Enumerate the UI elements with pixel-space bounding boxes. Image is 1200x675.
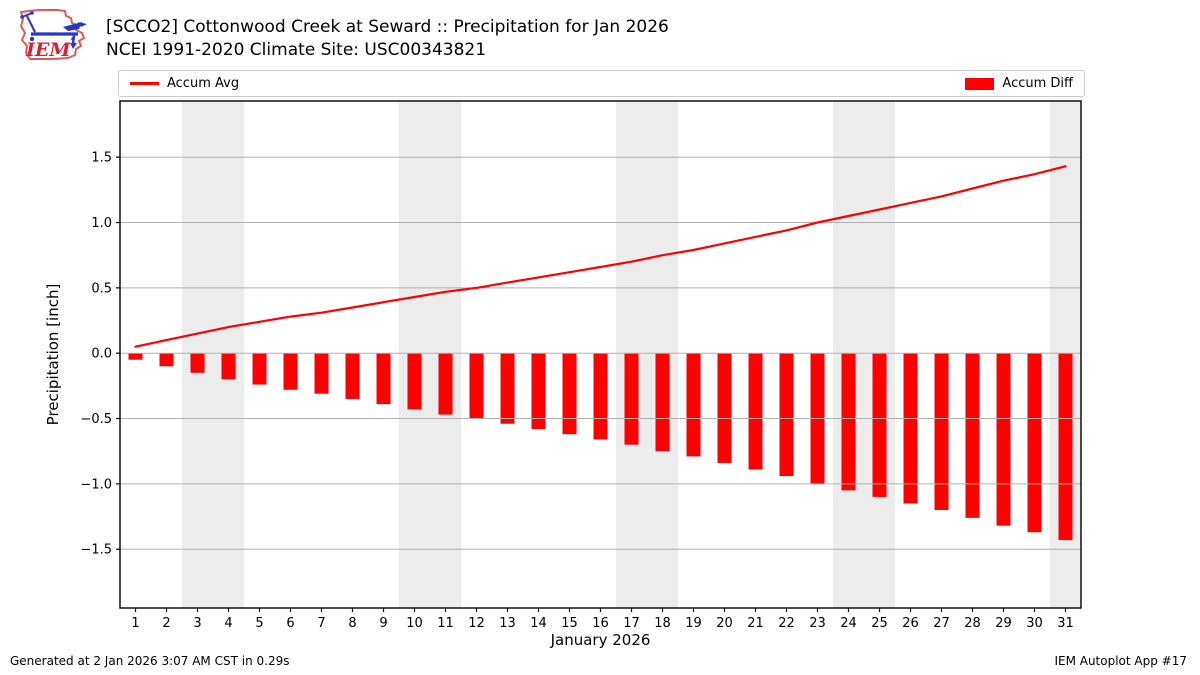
accum-diff-bar	[190, 353, 205, 373]
accum-diff-bar	[128, 353, 143, 360]
x-tick-label: 4	[224, 616, 232, 631]
x-tick-label: 18	[654, 616, 671, 631]
y-axis-label: Precipitation [inch]	[44, 284, 62, 426]
accum-diff-bar	[531, 353, 546, 429]
accum-diff-bar	[221, 353, 236, 380]
accum-diff-label: Accum Diff	[1002, 76, 1073, 91]
x-tick-label: 7	[317, 616, 325, 631]
accum-diff-bar	[903, 353, 918, 504]
x-tick-label: 30	[1026, 616, 1043, 631]
page-title: [SCCO2] Cottonwood Creek at Seward :: Pr…	[106, 16, 669, 62]
legend: Accum Avg Accum Diff	[118, 70, 1085, 97]
x-tick-label: 2	[162, 616, 170, 631]
y-tick-label: −0.5	[80, 412, 112, 427]
legend-item-accum-diff: Accum Diff	[965, 76, 1073, 91]
x-tick-label: 31	[1057, 616, 1074, 631]
x-tick-label: 15	[561, 616, 578, 631]
legend-item-accum-avg: Accum Avg	[130, 76, 239, 91]
x-tick-label: 27	[933, 616, 950, 631]
x-tick-label: 8	[348, 616, 356, 631]
accum-diff-bar	[934, 353, 949, 510]
x-tick-label: 14	[530, 616, 547, 631]
x-tick-label: 26	[902, 616, 919, 631]
x-tick-label: 17	[623, 616, 640, 631]
x-axis-label: January 2026	[550, 631, 651, 649]
accum-diff-bar	[469, 353, 484, 419]
x-tick-label: 21	[747, 616, 764, 631]
x-tick-label: 25	[871, 616, 888, 631]
accum-diff-bar	[407, 353, 422, 410]
accum-diff-bar	[624, 353, 639, 445]
accum-diff-bar	[562, 353, 577, 435]
accum-diff-bar	[779, 353, 794, 477]
x-tick-label: 3	[193, 616, 201, 631]
y-tick-label: 1.5	[91, 151, 112, 166]
iem-logo: IEM	[20, 9, 87, 61]
accum-avg-swatch	[130, 82, 159, 85]
accum-diff-bar	[283, 353, 298, 390]
y-tick-label: 0.5	[91, 281, 112, 296]
accum-diff-bar	[593, 353, 608, 440]
accum-diff-bar	[500, 353, 515, 424]
x-tick-label: 24	[840, 616, 857, 631]
y-tick-label: 1.0	[91, 216, 112, 231]
x-tick-label: 13	[499, 616, 516, 631]
accum-diff-bar	[1027, 353, 1042, 533]
x-tick-label: 5	[255, 616, 263, 631]
accum-diff-bar	[686, 353, 701, 457]
x-tick-label: 16	[592, 616, 609, 631]
x-tick-label: 20	[716, 616, 733, 631]
generated-timestamp: Generated at 2 Jan 2026 3:07 AM CST in 0…	[10, 654, 290, 668]
accum-diff-bar	[159, 353, 174, 367]
x-tick-label: 28	[964, 616, 981, 631]
accum-diff-bar	[748, 353, 763, 470]
app-credit: IEM Autoplot App #17	[1054, 654, 1187, 668]
accum-diff-bar	[841, 353, 856, 491]
x-tick-label: 29	[995, 616, 1012, 631]
accum-diff-bar	[252, 353, 267, 385]
y-tick-label: −1.5	[80, 543, 112, 558]
x-tick-label: 1	[131, 616, 139, 631]
x-tick-label: 12	[468, 616, 485, 631]
iem-logo-text: IEM	[25, 39, 71, 61]
accum-diff-bar	[965, 353, 980, 518]
x-tick-label: 19	[685, 616, 702, 631]
x-tick-label: 11	[437, 616, 454, 631]
accum-diff-bar	[345, 353, 360, 399]
x-tick-label: 10	[406, 616, 423, 631]
x-tick-label: 6	[286, 616, 294, 631]
accum-diff-bar	[376, 353, 391, 405]
x-tick-label: 9	[379, 616, 387, 631]
accum-diff-bar	[872, 353, 887, 497]
title-line1: [SCCO2] Cottonwood Creek at Seward :: Pr…	[106, 17, 669, 37]
title-line2: NCEI 1991-2020 Climate Site: USC00343821	[106, 40, 487, 60]
accum-diff-bar	[655, 353, 670, 452]
y-tick-label: 0.0	[91, 347, 112, 362]
accum-diff-swatch	[965, 77, 995, 90]
accum-avg-label: Accum Avg	[167, 76, 240, 91]
accum-diff-bar	[314, 353, 329, 394]
accum-diff-bar	[1058, 353, 1073, 541]
y-tick-label: −1.0	[80, 477, 112, 492]
x-tick-label: 22	[778, 616, 795, 631]
accum-diff-bar	[717, 353, 732, 463]
accum-diff-bar	[438, 353, 453, 415]
accum-avg-line	[134, 165, 1067, 348]
accum-diff-bar	[996, 353, 1011, 526]
weather-vane-icon	[20, 11, 87, 49]
x-tick-label: 23	[809, 616, 826, 631]
